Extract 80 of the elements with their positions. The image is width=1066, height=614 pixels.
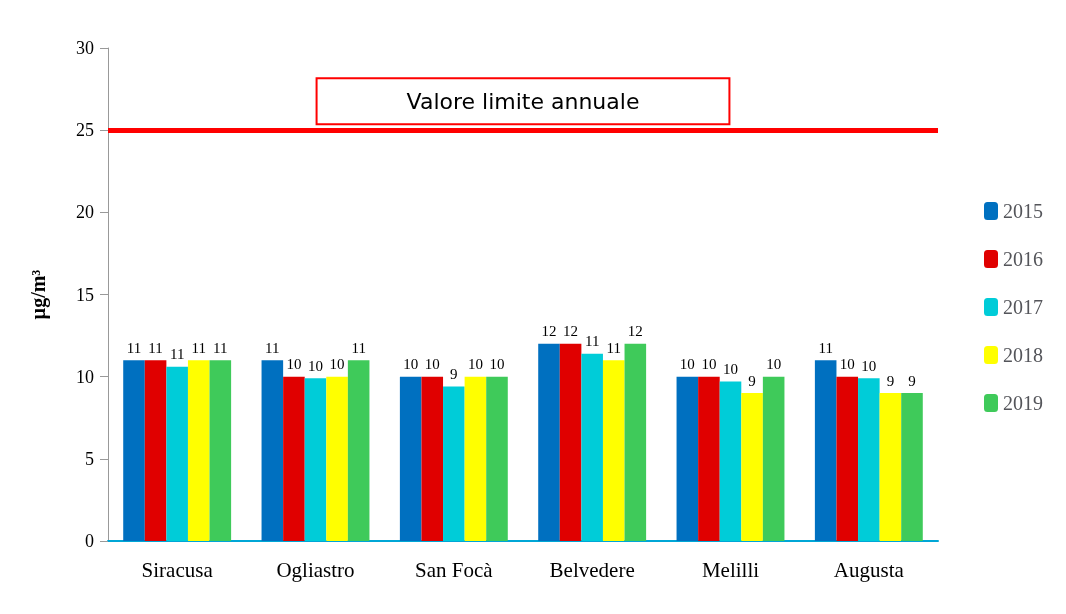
y-tick-label: 15 <box>76 284 94 305</box>
bar <box>326 376 348 541</box>
legend-label: 2016 <box>1003 248 1043 270</box>
data-label: 11 <box>148 339 163 356</box>
bar <box>421 376 444 541</box>
data-label: 10 <box>489 356 505 373</box>
y-tick-label: 5 <box>85 448 94 469</box>
data-label: 11 <box>213 339 228 356</box>
data-label: 11 <box>584 333 600 350</box>
data-label: 11 <box>606 339 621 356</box>
bar <box>123 360 145 541</box>
x-tick-label: Melilli <box>701 557 760 582</box>
ref-line-label: Valore limite annuale <box>406 88 640 114</box>
bar <box>443 386 465 541</box>
data-label: 10 <box>424 356 440 373</box>
data-label: 10 <box>286 356 302 373</box>
data-label: 10 <box>723 361 738 378</box>
bar <box>858 378 880 541</box>
bar <box>187 360 210 541</box>
legend-label: 2015 <box>1003 200 1043 222</box>
bar <box>538 343 560 541</box>
y-tick-label: 0 <box>85 531 94 551</box>
legend-label: 2019 <box>1003 392 1043 414</box>
bar <box>144 360 167 541</box>
data-label: 10 <box>467 356 483 373</box>
data-label: 10 <box>766 356 782 373</box>
x-tick-label: Siracusa <box>141 557 214 582</box>
data-label: 9 <box>908 372 916 389</box>
bar <box>836 376 859 541</box>
data-label: 11 <box>265 339 280 356</box>
bar <box>581 353 603 541</box>
y-tick-label: 20 <box>76 202 94 223</box>
data-label: 12 <box>627 323 643 340</box>
bar <box>602 360 625 541</box>
data-label: 10 <box>329 356 345 373</box>
data-label: 10 <box>679 356 695 373</box>
data-label: 10 <box>403 356 419 373</box>
x-tick-label: Augusta <box>833 557 905 582</box>
data-label: 9 <box>450 366 458 383</box>
bar <box>762 376 785 541</box>
data-label: 11 <box>126 339 142 356</box>
bar <box>559 343 582 541</box>
x-tick-label: San Focà <box>415 557 494 582</box>
data-label: 9 <box>886 372 895 389</box>
data-label: 10 <box>701 356 717 373</box>
bar <box>166 366 188 541</box>
x-tick-label: Ogliastro <box>276 557 355 582</box>
bar <box>814 360 837 541</box>
data-label: 12 <box>563 323 579 340</box>
data-label: 10 <box>839 356 855 373</box>
bar <box>676 376 699 541</box>
bar <box>879 393 902 541</box>
bar <box>741 393 763 541</box>
bar <box>624 343 647 541</box>
bar <box>486 376 508 541</box>
bar <box>399 376 422 541</box>
data-label: 11 <box>818 339 833 356</box>
data-label: 12 <box>541 323 557 340</box>
legend-label: 2018 <box>1003 344 1043 366</box>
bar <box>698 376 720 541</box>
legend-label: 2017 <box>1003 296 1043 318</box>
x-tick-label: Belvedere <box>549 557 635 582</box>
y-tick-label: 10 <box>76 366 94 387</box>
bar <box>464 376 487 541</box>
y-tick-label: 30 <box>76 38 94 58</box>
data-label: 10 <box>308 357 323 374</box>
bar <box>347 360 370 541</box>
data-label: 11 <box>169 346 185 363</box>
bar <box>719 381 742 541</box>
data-label: 11 <box>351 339 366 356</box>
y-axis-title: µg/m³ <box>27 269 50 320</box>
bar <box>304 378 327 541</box>
data-label: 9 <box>748 372 756 389</box>
bar <box>901 393 923 541</box>
bar <box>209 360 232 541</box>
data-label: 11 <box>191 339 206 356</box>
bar <box>261 360 284 541</box>
y-tick-label: 25 <box>76 120 94 141</box>
bar <box>283 376 305 541</box>
data-label: 10 <box>861 357 877 374</box>
